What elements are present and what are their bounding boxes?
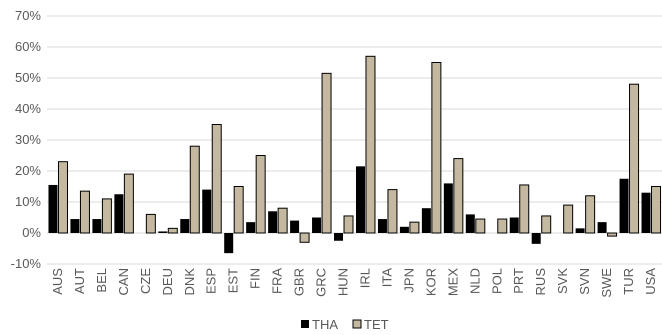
x-tick-label: SWE: [599, 268, 614, 298]
x-tick-label: FRA: [270, 268, 285, 294]
bar-tet-aus: [57, 161, 68, 234]
bar-tet-mex: [453, 158, 464, 234]
x-tick-label: BEL: [94, 268, 109, 293]
x-tick-label: GBR: [292, 268, 307, 296]
x-tick-label: PRT: [511, 268, 526, 294]
y-tick-label: 30%: [15, 132, 41, 147]
bar-tha-rus: [531, 233, 541, 244]
bar-tha-fin: [246, 222, 256, 233]
bar-tha-dnk: [180, 219, 190, 233]
bar-tet-can: [123, 173, 134, 234]
bar-tha-tur: [619, 178, 629, 233]
x-tick-label: ITA: [379, 268, 394, 288]
bar-tha-irl: [355, 166, 365, 233]
bar-tet-kor: [431, 62, 442, 234]
bar-tha-usa: [641, 192, 651, 233]
legend-swatch-tha: [301, 320, 309, 328]
bars: [48, 55, 662, 254]
legend-label-tet: TET: [364, 317, 389, 332]
bar-tet-esp: [211, 124, 222, 234]
legend-swatch-tet: [352, 319, 362, 329]
y-axis-ticks: -10% 0% 10% 20% 30% 40% 50% 60% 70%: [11, 8, 42, 271]
bar-tet-est: [233, 186, 244, 234]
legend-label-tha: THA: [312, 317, 338, 332]
bar-tha-deu: [158, 231, 168, 233]
bar-tet-deu: [167, 227, 178, 234]
bar-tha-kor: [421, 208, 431, 233]
x-tick-label: SVN: [577, 268, 592, 295]
x-axis-ticks: AUS AUT BEL CAN CZE DEU DNK ESP EST FIN FRA GBR GRC H…: [50, 268, 658, 298]
bar-tet-hun: [343, 215, 354, 234]
bar-tha-fra: [268, 211, 278, 233]
x-tick-label: CAN: [116, 268, 131, 295]
bar-tha-can: [114, 194, 124, 233]
bar-tet-gbr: [299, 232, 310, 243]
bar-tha-svn: [575, 228, 585, 233]
bar-tet-tur: [629, 83, 640, 234]
bar-tha-esp: [202, 189, 212, 233]
bar-tet-aut: [79, 190, 90, 234]
x-tick-label: DNK: [182, 268, 197, 296]
y-tick-label: 70%: [15, 8, 41, 23]
bar-tet-prt: [519, 184, 530, 234]
x-tick-label: TUR: [621, 268, 636, 295]
bar-tha-mex: [443, 183, 453, 233]
bar-tet-pol: [497, 218, 508, 234]
bar-tet-bel: [101, 198, 112, 234]
x-tick-label: JPN: [401, 268, 416, 293]
bar-tet-usa: [651, 186, 662, 234]
y-tick-label: 20%: [15, 163, 41, 178]
x-tick-label: RUS: [533, 268, 548, 296]
y-tick-label: 40%: [15, 101, 41, 116]
bar-tet-svk: [563, 204, 574, 234]
x-tick-label: AUS: [50, 268, 65, 295]
bar-tha-swe: [597, 222, 607, 233]
x-tick-label: ESP: [204, 268, 219, 294]
x-tick-label: DEU: [160, 268, 175, 295]
bar-tha-jpn: [399, 226, 409, 233]
bar-tet-irl: [365, 55, 376, 234]
bar-tha-grc: [312, 217, 322, 233]
bar-tet-cze: [145, 213, 156, 234]
x-tick-label: MEX: [445, 268, 460, 297]
bar-tet-nld: [475, 218, 486, 234]
x-tick-label: SVK: [555, 268, 570, 294]
x-tick-label: KOR: [423, 268, 438, 296]
bar-tet-grc: [321, 72, 332, 234]
bar-tet-rus: [541, 215, 552, 234]
bar-tet-svn: [585, 195, 596, 234]
x-tick-label: IRL: [357, 268, 372, 288]
y-tick-label: 60%: [15, 39, 41, 54]
bar-tha-hun: [334, 233, 344, 241]
bar-tet-fin: [255, 155, 266, 234]
x-tick-label: GRC: [314, 268, 329, 297]
bar-tha-nld: [465, 214, 475, 233]
bar-tha-bel: [92, 219, 102, 233]
y-tick-label: -10%: [11, 256, 42, 271]
x-tick-label: FIN: [248, 268, 263, 289]
bar-tha-ita: [377, 219, 387, 233]
bar-tha-est: [224, 233, 234, 254]
y-tick-label: 0%: [22, 225, 41, 240]
x-tick-label: EST: [226, 268, 241, 293]
x-tick-label: HUN: [336, 268, 351, 296]
y-tick-label: 10%: [15, 194, 41, 209]
y-tick-label: 50%: [15, 70, 41, 85]
bar-tha-aus: [48, 184, 58, 233]
x-tick-label: AUT: [72, 268, 87, 294]
bar-tha-aut: [70, 219, 80, 233]
bar-tha-prt: [509, 217, 519, 233]
legend: THA TET: [301, 317, 389, 332]
bar-tet-swe: [607, 232, 618, 237]
bar-tet-jpn: [409, 221, 420, 234]
x-tick-label: NLD: [467, 268, 482, 294]
x-tick-label: POL: [489, 268, 504, 294]
x-tick-label: USA: [643, 268, 658, 295]
x-tick-label: CZE: [138, 268, 153, 294]
bar-tet-ita: [387, 189, 398, 234]
bar-tet-dnk: [189, 145, 200, 234]
bar-tet-fra: [277, 207, 288, 234]
bar-tha-gbr: [290, 220, 300, 233]
